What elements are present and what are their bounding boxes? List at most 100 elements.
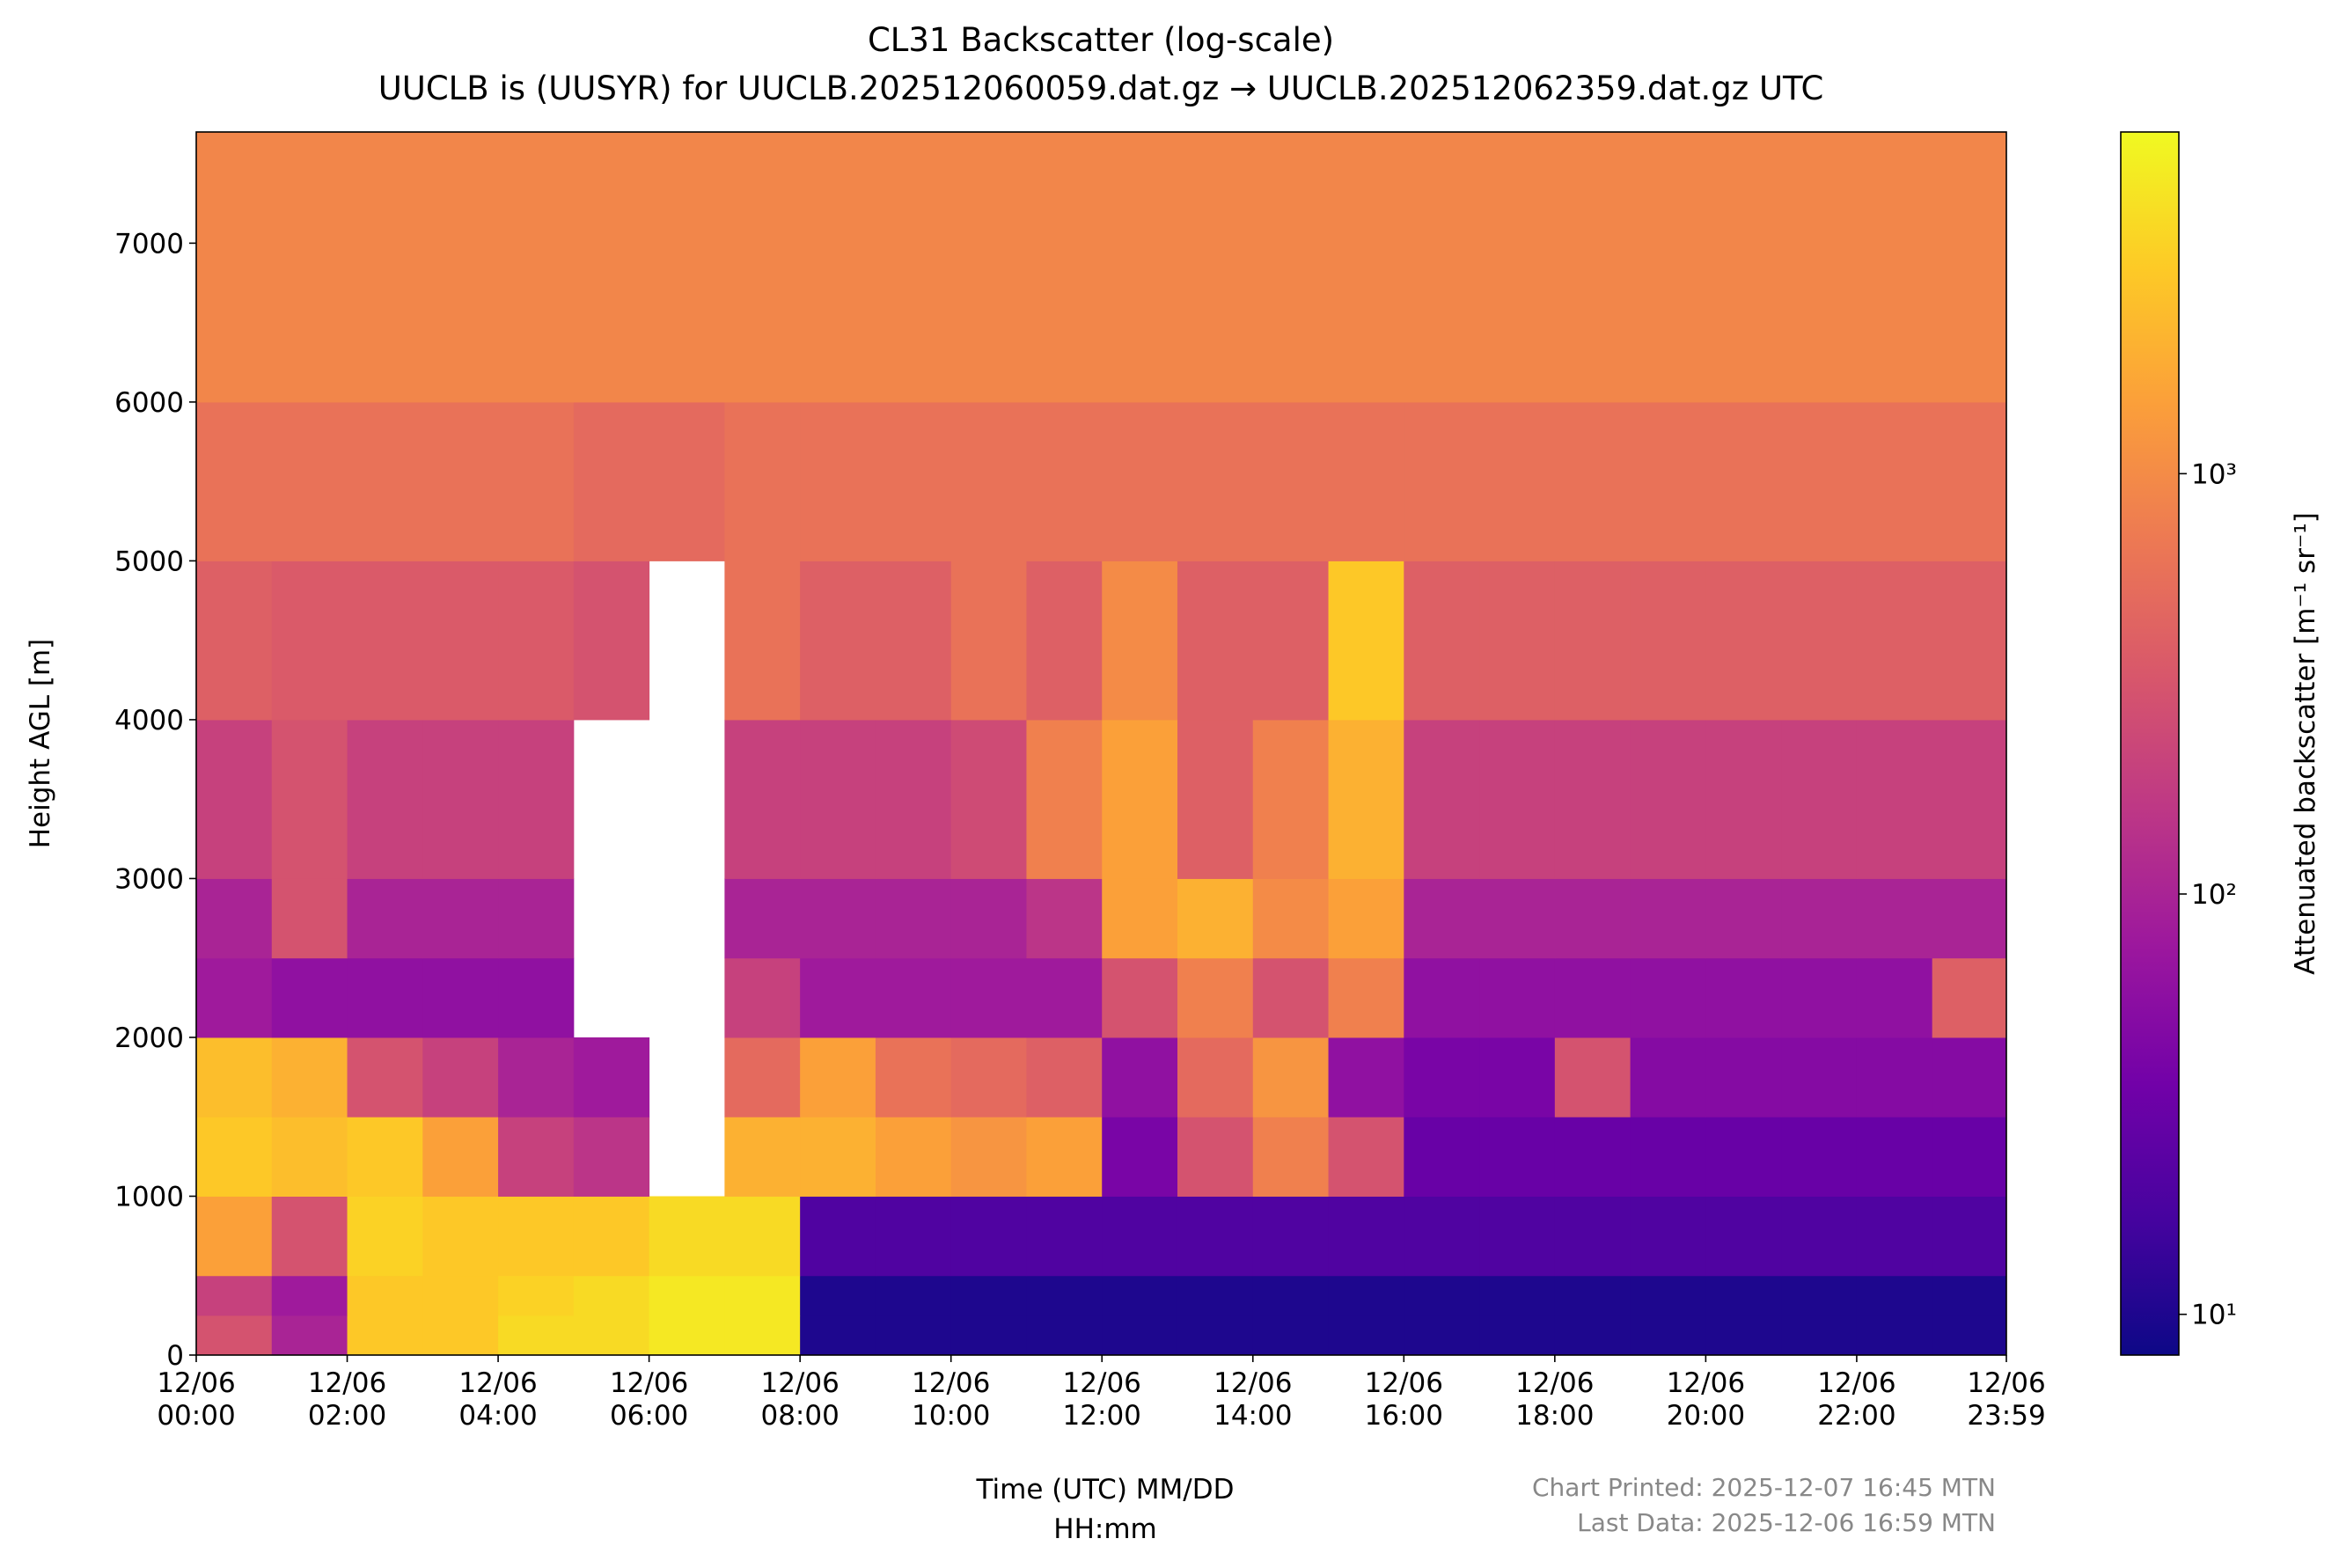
heatmap-cell [950,719,1027,879]
heatmap-cell [1102,719,1178,879]
heatmap-cell [1856,878,1933,959]
heatmap-cell [1554,1037,1631,1117]
heatmap-cell [1177,1275,1254,1316]
x-tick-label-line: 12/06 [912,1367,990,1399]
heatmap-cell [1404,957,1480,1038]
heatmap-cell [196,1117,273,1197]
heatmap-cell [1856,132,1933,403]
heatmap-cell [1705,401,1782,561]
heatmap-cell [196,1275,273,1316]
heatmap-cell [347,878,423,959]
x-tick-label: 12/06 22:00 [1817,1367,1895,1432]
heatmap-cell [800,1117,876,1197]
heatmap-cell [1252,132,1330,403]
heatmap-cell [1705,1315,1782,1356]
x-tick-label-line: 02:00 [308,1400,386,1432]
heatmap-cell [1932,1275,2007,1316]
x-tick-label-line: 12/06 [458,1367,537,1399]
heatmap-cell [1404,1037,1480,1117]
heatmap-cell [196,719,273,879]
heatmap-cell [1705,1037,1782,1117]
x-tick-label-line: 12/06 [1515,1367,1594,1399]
heatmap-cell [1781,1117,1858,1197]
heatmap-cell [1404,561,1480,721]
heatmap-cell [1630,1117,1706,1197]
heatmap-cell [1177,132,1254,403]
heatmap-cell [1856,401,1933,561]
x-tick-label-line: 00:00 [157,1400,235,1432]
heatmap-cell [422,1037,499,1117]
heatmap-cell [1630,957,1706,1038]
colorbar [2120,131,2180,1356]
heatmap-cell [875,1117,952,1197]
heatmap-cell [1932,957,2007,1038]
heatmap-cell [1856,957,1933,1038]
heatmap-cell [724,1275,801,1316]
heatmap-cell [649,1196,725,1277]
heatmap-cell [196,1037,273,1117]
heatmap-cell [1328,1117,1404,1197]
heatmap-cell [1932,1315,2007,1356]
heatmap-cell [1026,1196,1103,1277]
heatmap-cell [422,401,499,561]
heatmap-cell [1177,401,1254,561]
heatmap-cell [196,561,273,721]
heatmap-cell [1856,1275,1933,1316]
heatmap-cell [1102,561,1178,721]
heatmap-cell [1932,719,2007,879]
heatmap-cell [875,957,952,1038]
heatmap-cell [1252,957,1330,1038]
heatmap-cell [724,1196,801,1277]
heatmap-cell [1026,1117,1103,1197]
heatmap-cell [1252,561,1330,721]
heatmap-cell [649,401,725,561]
heatmap-cell [422,132,499,403]
heatmap-cell [875,719,952,879]
colorbar-tick-label: 10³ [2191,458,2237,490]
heatmap-cell [1932,1117,2007,1197]
heatmap-cell [1177,1315,1254,1356]
heatmap-cell [422,1196,499,1277]
heatmap-cell [950,1315,1027,1356]
heatmap-cell [347,1275,423,1316]
heatmap-cell [875,132,952,403]
heatmap-cell [800,561,876,721]
heatmap-cell [1404,401,1480,561]
heatmap-cell [1479,957,1556,1038]
heatmap-cell [1630,1315,1706,1356]
heatmap-cell [498,1196,575,1277]
heatmap-cell [1026,878,1103,959]
heatmap-cell [422,719,499,879]
heatmap-cell [196,878,273,959]
heatmap-cell [1328,1315,1404,1356]
x-tick-label-line: 04:00 [458,1400,537,1432]
heatmap-cell [196,957,273,1038]
heatmap-cell [1252,1117,1330,1197]
heatmap-cell [271,1196,348,1277]
heatmap-cell [1479,719,1556,879]
heatmap-cell [800,878,876,959]
heatmap-cell [1404,1196,1480,1277]
heatmap-cell [422,1315,499,1356]
heatmap-cell [1705,1275,1782,1316]
heatmap-cell [1856,719,1933,879]
heatmap-cell [1630,719,1706,879]
heatmap-cell [422,561,499,721]
heatmap-cell [1479,132,1556,403]
heatmap-cell [1554,561,1631,721]
heatmap-cell [271,1315,348,1356]
heatmap-cell [1856,1117,1933,1197]
heatmap-cell [950,1117,1027,1197]
heatmap-cell [1630,1196,1706,1277]
heatmap-cell [1102,1315,1178,1356]
heatmap-cell [800,1196,876,1277]
heatmap-cell [1932,401,2007,561]
x-tick-label-line: 12/06 [1667,1367,1745,1399]
heatmap-cell [875,1037,952,1117]
heatmap-cell [573,401,650,561]
heatmap-cell [271,132,348,403]
heatmap-cell [1479,1037,1556,1117]
heatmap-cell [1630,561,1706,721]
x-tick-label-line: 12/06 [760,1367,839,1399]
heatmap-cell [875,1315,952,1356]
